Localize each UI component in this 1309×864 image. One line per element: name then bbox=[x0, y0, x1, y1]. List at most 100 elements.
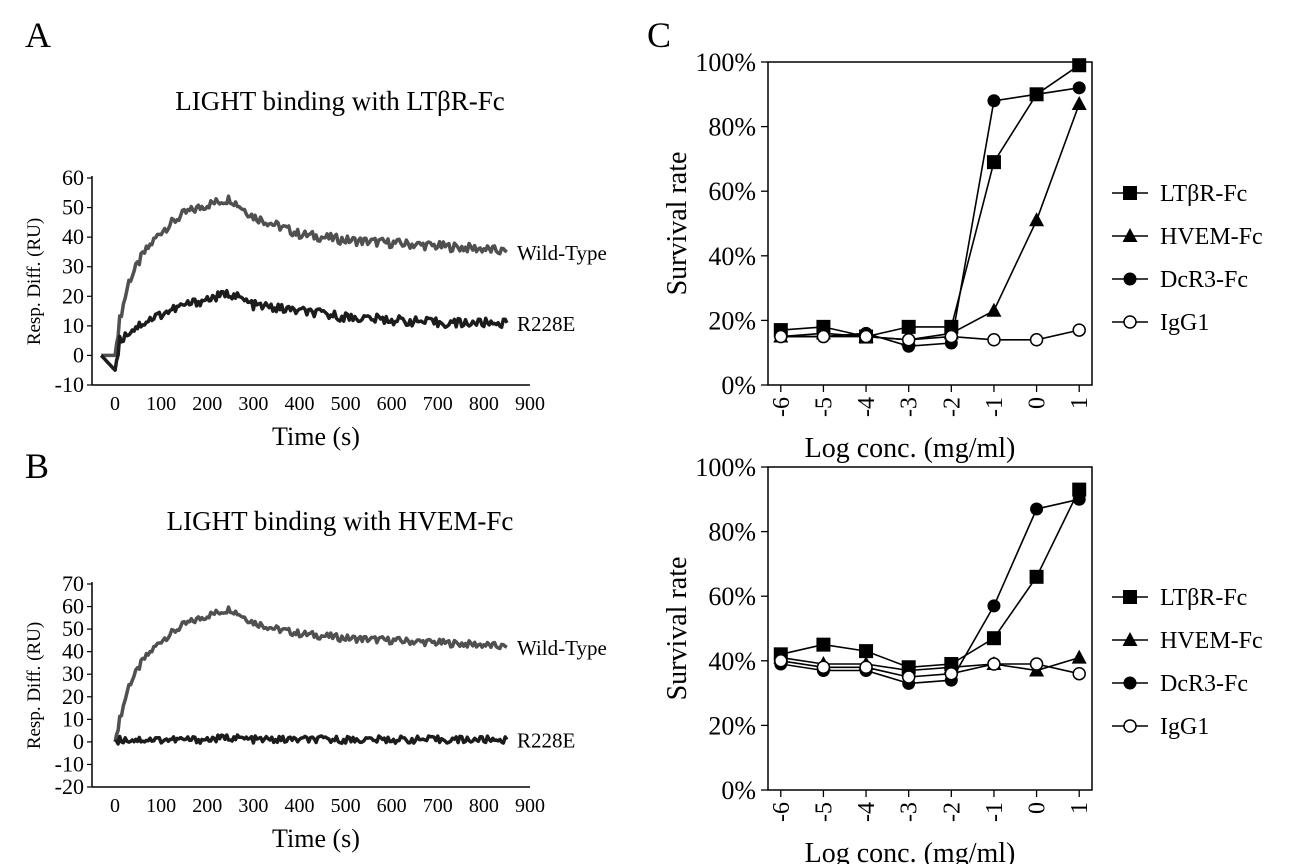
x-tick-label: -5 bbox=[811, 397, 837, 417]
marker-circle bbox=[987, 599, 1001, 613]
y-tick-label: 100% bbox=[695, 48, 756, 77]
series-label: Wild-Type bbox=[517, 636, 607, 660]
x-tick-label: 0 bbox=[110, 393, 120, 415]
series-label: R228E bbox=[517, 729, 575, 753]
marker-square bbox=[901, 319, 916, 334]
marker-open-circle bbox=[1072, 666, 1086, 681]
x-tick-label: 500 bbox=[331, 393, 361, 415]
x-tick-label: 400 bbox=[284, 795, 314, 817]
marker-circle bbox=[1030, 87, 1044, 101]
marker-open-circle bbox=[859, 660, 873, 675]
marker-open-circle bbox=[901, 333, 916, 347]
marker-circle bbox=[1072, 492, 1086, 506]
y-axis-label: Resp. Diff. (RU) bbox=[24, 622, 45, 749]
legend: LTβR-Fc HVEM-Fc DcR3-Fc IgG1 bbox=[1112, 585, 1263, 740]
chart-c-top: 0% 20% 40% 60% 80% 100% -6 -5 -4 -3 -2 -1 0 1 Log conc… bbox=[662, 48, 1263, 464]
legend: LTβR-Fc HVEM-Fc DcR3-Fc IgG1 bbox=[1112, 181, 1263, 336]
x-tick-label: 800 bbox=[469, 393, 499, 415]
x-tick-label: 200 bbox=[192, 393, 222, 415]
x-tick-label: 700 bbox=[423, 795, 453, 817]
marker-square bbox=[1029, 569, 1044, 584]
series-line bbox=[780, 103, 1080, 341]
series-line-wild-type bbox=[113, 605, 508, 743]
y-tick-label: 40% bbox=[708, 242, 756, 271]
legend-label: LTβR-Fc bbox=[1160, 181, 1247, 207]
chart-title: LIGHT binding with HVEM-Fc bbox=[167, 506, 514, 536]
y-tick-label: 60 bbox=[62, 165, 84, 190]
x-tick-label: 200 bbox=[192, 795, 222, 817]
y-tick-label: 60% bbox=[708, 177, 756, 206]
y-tick-label: 60% bbox=[708, 582, 756, 611]
marker-open-circle bbox=[774, 329, 788, 344]
series-line bbox=[780, 489, 1080, 669]
series-line-wild-type bbox=[101, 194, 508, 358]
x-tick-label: -1 bbox=[982, 802, 1008, 822]
legend-label: DcR3-Fc bbox=[1160, 267, 1248, 293]
y-tick-label: 40 bbox=[62, 224, 84, 249]
marker-open-circle bbox=[1123, 315, 1137, 329]
marker-square bbox=[986, 155, 1001, 170]
x-axis-label: Log conc. (mg/ml) bbox=[805, 433, 1016, 464]
x-axis-label: Log conc. (mg/ml) bbox=[805, 838, 1016, 864]
series-line bbox=[780, 660, 1080, 678]
x-tick-label: 500 bbox=[331, 795, 361, 817]
x-tick-label: -4 bbox=[854, 397, 880, 417]
y-tick-label: 100% bbox=[695, 453, 756, 482]
x-tick-label: 700 bbox=[423, 393, 453, 415]
x-tick-label: 900 bbox=[515, 795, 545, 817]
marker-open-circle bbox=[944, 329, 959, 344]
legend-label: HVEM-Fc bbox=[1160, 628, 1263, 654]
y-tick-label: 10 bbox=[62, 706, 84, 731]
y-tick-label: 80% bbox=[708, 113, 756, 142]
marker-circle bbox=[1030, 502, 1044, 516]
y-tick-label: 20 bbox=[62, 684, 84, 709]
y-tick-label: 0 bbox=[73, 729, 84, 754]
y-axis-label: Survival rate bbox=[662, 557, 693, 701]
plot-frame bbox=[767, 61, 1093, 386]
series-label: R228E bbox=[517, 312, 575, 336]
marker-triangle bbox=[1071, 649, 1087, 664]
y-tick-label: 80% bbox=[708, 518, 756, 547]
y-axis-label: Survival rate bbox=[662, 152, 693, 296]
marker-square bbox=[1072, 482, 1087, 497]
x-tick-label: -6 bbox=[769, 397, 795, 417]
marker-open-circle bbox=[1072, 323, 1086, 337]
y-tick-label: 20% bbox=[708, 711, 756, 740]
series-line-r228e bbox=[114, 733, 509, 746]
x-tick-label: 0 bbox=[1025, 397, 1051, 409]
y-tick-label: 20 bbox=[62, 283, 84, 308]
x-tick-label: 300 bbox=[238, 393, 268, 415]
y-axis-label: Resp. Diff. (RU) bbox=[24, 218, 45, 345]
marker-open-circle bbox=[1029, 657, 1044, 671]
x-tick-label: 800 bbox=[469, 795, 499, 817]
marker-circle bbox=[987, 94, 1001, 108]
y-tick-label: 10 bbox=[62, 313, 84, 338]
marker-square bbox=[859, 644, 874, 659]
plot-frame bbox=[767, 466, 1093, 791]
x-tick-label: 1 bbox=[1067, 802, 1093, 814]
x-tick-label: 100 bbox=[146, 393, 176, 415]
marker-triangle bbox=[1122, 632, 1138, 646]
x-tick-label: -2 bbox=[939, 802, 965, 822]
x-tick-label: 0 bbox=[1025, 802, 1051, 814]
marker-square bbox=[986, 631, 1001, 646]
marker-open-circle bbox=[944, 666, 959, 681]
y-tick-label: 60 bbox=[62, 594, 84, 619]
marker-triangle bbox=[1071, 95, 1087, 110]
panel-letter-b: B bbox=[25, 446, 49, 486]
y-tick-label: 30 bbox=[62, 254, 84, 279]
x-tick-label: 1 bbox=[1067, 397, 1093, 409]
x-tick-label: -6 bbox=[769, 802, 795, 822]
marker-square bbox=[1072, 58, 1087, 73]
y-tick-label: 20% bbox=[708, 306, 756, 335]
marker-circle bbox=[1123, 676, 1137, 690]
chart-title: LIGHT binding with LTβR-Fc bbox=[175, 86, 505, 116]
series-line bbox=[780, 656, 1080, 672]
x-tick-label: 900 bbox=[515, 393, 545, 415]
series-line bbox=[780, 64, 1080, 338]
series-line bbox=[780, 329, 1080, 341]
marker-triangle bbox=[986, 302, 1002, 317]
y-tick-label: -20 bbox=[55, 774, 84, 799]
legend-label: LTβR-Fc bbox=[1160, 585, 1247, 611]
